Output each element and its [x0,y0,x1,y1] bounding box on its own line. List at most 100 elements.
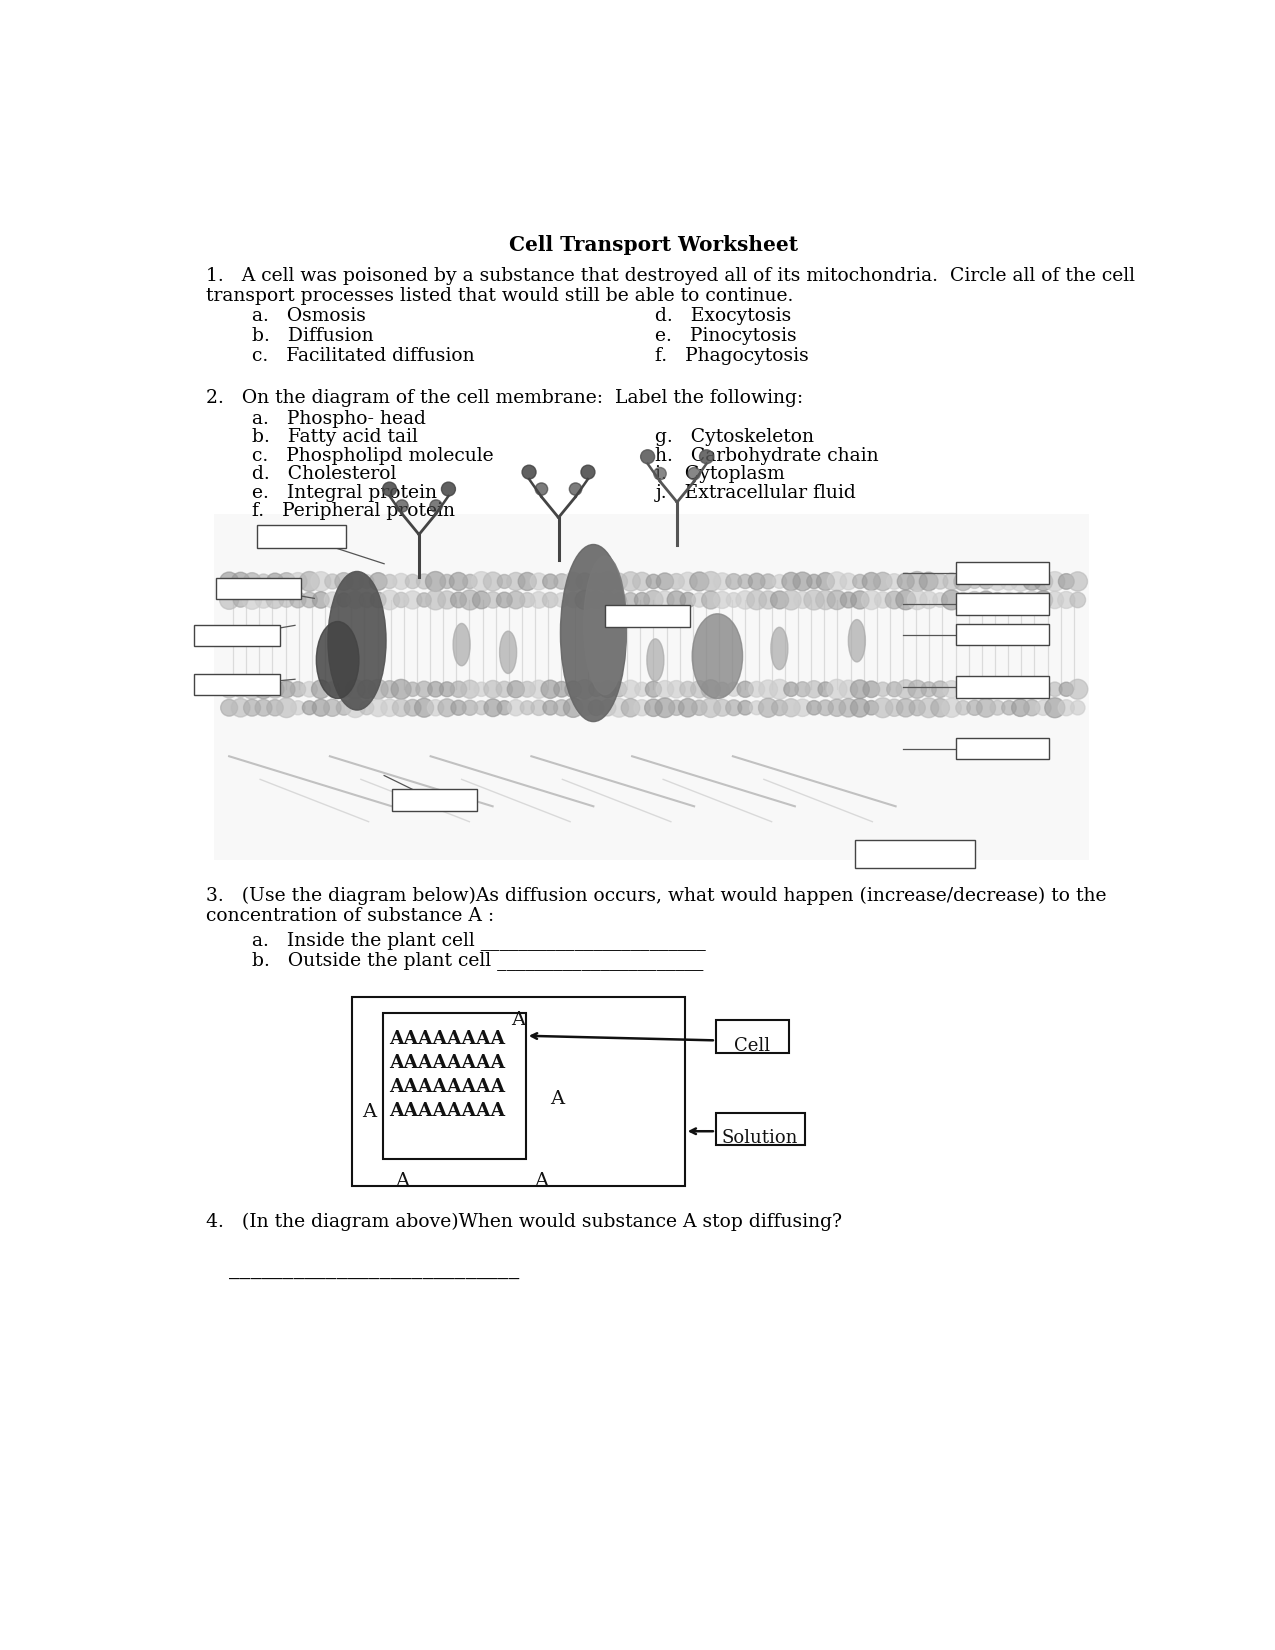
Circle shape [794,591,811,609]
Circle shape [599,592,616,609]
Circle shape [520,701,534,714]
Circle shape [886,681,901,696]
Circle shape [690,573,709,591]
Circle shape [1058,574,1074,589]
Ellipse shape [561,544,626,721]
Bar [956,592,1049,614]
Ellipse shape [316,622,360,698]
Circle shape [621,573,640,591]
Circle shape [506,573,525,591]
Circle shape [437,591,456,609]
Circle shape [507,700,524,716]
Circle shape [543,701,557,714]
Circle shape [1011,573,1030,591]
Circle shape [417,592,431,607]
Circle shape [688,467,700,480]
Circle shape [645,681,662,698]
Text: a.   Inside the plant cell ________________________: a. Inside the plant cell _______________… [252,931,706,950]
Text: Cell Transport Worksheet: Cell Transport Worksheet [509,234,798,256]
Circle shape [449,573,468,591]
Circle shape [542,592,558,607]
Circle shape [966,591,983,609]
Text: A: A [362,1102,376,1120]
Circle shape [405,574,419,589]
Circle shape [394,592,409,607]
Circle shape [1023,591,1040,609]
Circle shape [441,482,455,497]
Circle shape [655,591,674,609]
Circle shape [289,573,307,591]
Circle shape [291,701,305,714]
Circle shape [518,573,537,591]
Text: e.   Integral protein: e. Integral protein [252,483,437,502]
Circle shape [635,681,649,696]
Circle shape [876,681,890,696]
Circle shape [691,700,708,716]
Circle shape [219,573,238,591]
Text: i.   Cytoplasm: i. Cytoplasm [655,465,785,483]
Circle shape [324,592,340,607]
Circle shape [1000,680,1019,698]
Circle shape [612,592,626,607]
Text: A: A [534,1172,548,1190]
Ellipse shape [771,627,788,670]
Circle shape [1035,700,1051,716]
Circle shape [827,591,847,609]
Text: AAAAAAAA
AAAAAAAA
AAAAAAAA
AAAAAAAA: AAAAAAAA AAAAAAAA AAAAAAAA AAAAAAAA [389,1030,505,1120]
Circle shape [863,681,880,698]
Circle shape [908,591,927,609]
Circle shape [588,573,604,591]
Circle shape [955,681,970,696]
Circle shape [543,574,557,589]
Circle shape [609,698,629,718]
Circle shape [1024,700,1040,716]
Circle shape [701,571,720,591]
Circle shape [530,700,547,716]
Circle shape [575,591,594,609]
Circle shape [1000,573,1017,591]
Circle shape [371,592,386,607]
Ellipse shape [584,556,626,695]
Text: A: A [550,1089,564,1107]
Circle shape [575,680,594,700]
Circle shape [725,574,742,589]
Circle shape [335,573,353,591]
Text: d.   Cholesterol: d. Cholesterol [252,465,397,483]
Circle shape [472,571,491,591]
Circle shape [370,573,388,591]
Circle shape [588,700,604,716]
Text: a.   Osmosis: a. Osmosis [252,307,366,325]
Circle shape [576,700,593,716]
Circle shape [463,574,477,589]
Circle shape [450,592,467,607]
Circle shape [565,592,581,607]
Circle shape [347,573,363,591]
Circle shape [536,483,548,495]
Circle shape [496,681,513,698]
Bar [956,676,1049,698]
Text: transport processes listed that would still be able to continue.: transport processes listed that would st… [205,287,793,305]
Circle shape [1058,700,1075,716]
Circle shape [1060,681,1074,696]
Circle shape [700,450,714,464]
Circle shape [806,681,822,698]
Circle shape [242,591,261,609]
Circle shape [1071,701,1085,714]
Circle shape [770,680,789,700]
Circle shape [989,680,1006,698]
Circle shape [382,482,397,497]
Text: Solution: Solution [722,1129,798,1147]
Circle shape [588,591,606,609]
Circle shape [645,700,662,716]
Circle shape [657,680,673,698]
Bar [956,563,1049,584]
Circle shape [1070,592,1085,607]
Bar [256,525,346,548]
Circle shape [782,698,801,716]
Circle shape [678,698,697,718]
Ellipse shape [848,620,866,662]
Circle shape [701,698,720,718]
Circle shape [1012,681,1028,696]
Circle shape [311,680,330,698]
Circle shape [541,680,560,698]
